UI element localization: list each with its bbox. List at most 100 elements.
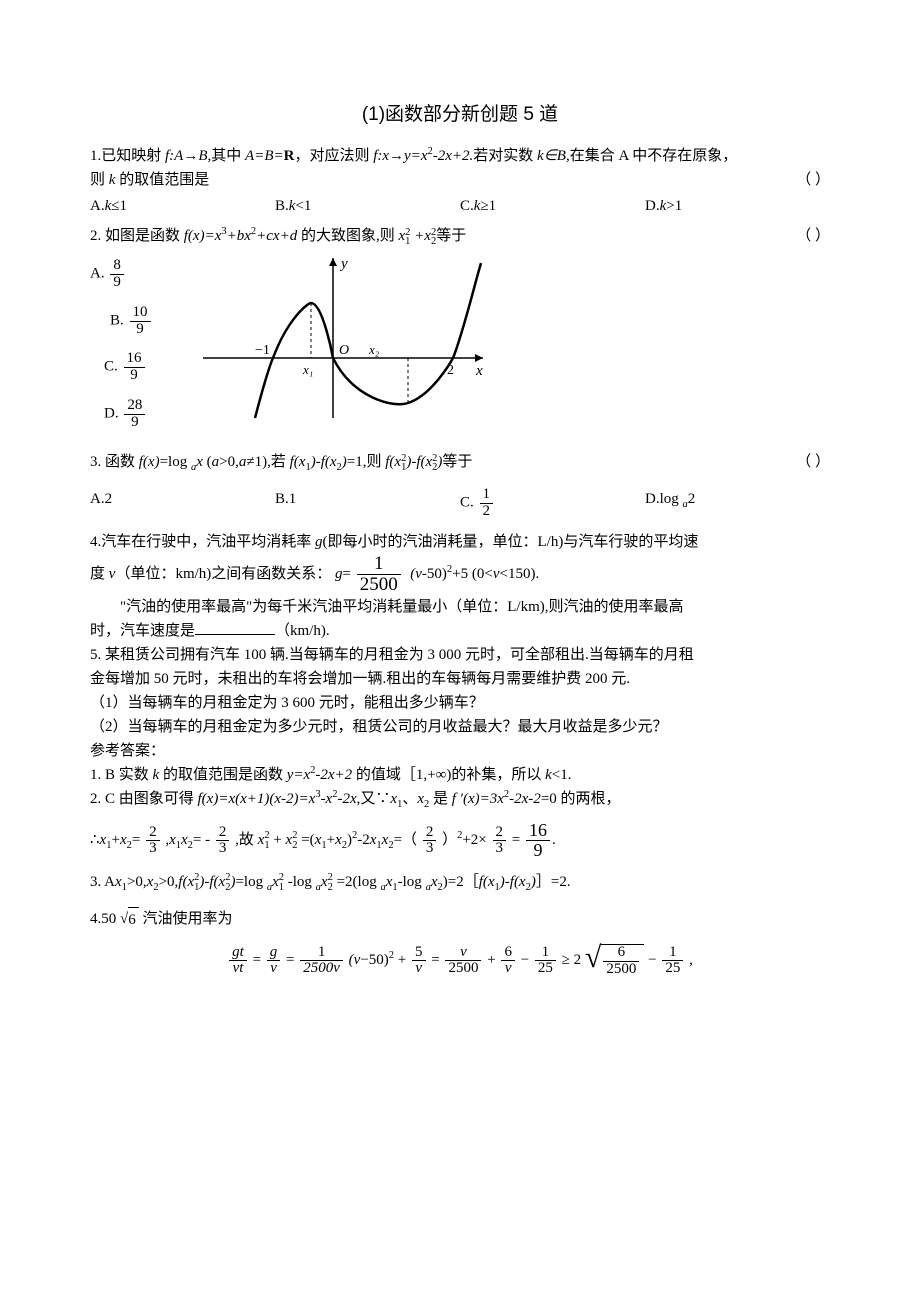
t: g [335,566,343,582]
t: 16 [124,351,145,368]
x1-label: x₁ [302,362,313,377]
page-title: (1)函数部分新创题 5 道 [90,100,830,130]
q2-opt-b: B. 109 [110,305,153,338]
t: ≥1 [480,198,496,214]
t: 等于 [436,228,466,244]
t: 6 [501,945,515,962]
t: 等于 [442,454,472,470]
t: 2 [688,491,696,507]
q5-line2: 金每增加 50 元时，未租出的车将会增加一辆.租出的车每辆每月需要维护费 200… [90,667,830,691]
t: 度 [90,566,109,582]
t: >1 [666,198,682,214]
t: vt [229,961,247,977]
q1-options: A.k≤1 B.k<1 C.k≥1 D.k>1 [90,194,830,218]
t: 汽油使用率为 [142,911,232,927]
blank-input [195,619,275,635]
a4-equation: gtvt = gv = 12500v (v−50)2 + 5v = v2500 … [90,944,830,978]
answers-header: 参考答案： [90,739,830,763]
q1-opt-c: C.k≥1 [460,194,645,218]
q4-line3: "汽油的使用率最高"为每千米汽油平均消耗量最小（单位：L/km),则汽油的使用率… [90,595,830,619]
t: （km/h). [275,623,330,639]
t: v [501,961,515,977]
q3-opt-a: A.2 [90,487,275,520]
a4-head: 4.50 √6 汽油使用率为 [90,907,830,932]
t: 若对实数 [473,148,537,164]
q2-opt-d: D. 289 [104,398,153,431]
q3-opt-c: C. 12 [460,487,645,520]
paren-blank: （ ） [796,224,830,248]
t: C. [460,495,474,511]
t: D.log [645,491,683,507]
t: 3 [423,841,437,857]
q3-opt-d: D.log a2 [645,487,830,520]
t: 2500v [300,961,343,977]
t: v [412,961,426,977]
t: 又∵ [360,791,390,807]
t: 8 [110,258,124,275]
q1-opt-a: A.k≤1 [90,194,275,218]
t: 的取值范围是函数 [159,767,287,783]
t: 9 [526,841,550,860]
q4-line4: 时，汽车速度是（km/h). [90,619,830,643]
paren-blank: （ ） [796,168,830,192]
x-axis-label: x [475,363,483,379]
q5-line1: 5. 某租赁公司拥有汽车 100 辆.当每辆车的月租金为 3 000 元时，可全… [90,643,830,667]
t: <1 [295,198,311,214]
t: 则 [90,172,109,188]
t: 28 [124,398,145,415]
t: （单位：km/h)之间有函数关系： [115,566,331,582]
t: 1 [480,487,494,504]
t: 则 [366,454,385,470]
t: 1 [300,945,343,962]
t: A. [90,266,105,282]
t: 9 [124,368,145,384]
t: 1 [535,945,556,962]
t: 1. B 实数 [90,767,153,783]
t: <1. [552,767,572,783]
t: 若 [271,454,290,470]
t: B. [110,313,124,329]
q5-p1: （1）当每辆车的月租金定为 3 600 元时，能租出多少辆车？ [90,691,830,715]
t: A. [90,198,105,214]
t: 10 [130,305,151,322]
t: v [445,945,481,962]
neg1-label: −1 [255,343,270,358]
t: (即每小时的汽油消耗量，单位：L/h)与汽车行驶的平均速 [323,534,699,550]
two-label: 2 [447,363,454,378]
a2-l2: ∴x1+x2= 23 ,x1x2= - 23 ,故 x21 + x22 =(x1… [90,821,830,860]
t: ∴ [90,832,100,848]
t: 2500 [445,961,481,977]
t: C. [460,198,474,214]
t: g [267,945,281,962]
t: 9 [124,415,145,431]
t: C. [104,359,118,375]
t: 其中 [211,148,245,164]
t: 9 [110,275,124,291]
q3-stem: 3. 函数 f(x)=log ax (a>0,a≠1),若 f(x1)-f(x2… [90,450,830,477]
t: 3. A [90,874,115,890]
q1-opt-d: D.k>1 [645,194,830,218]
q2-opt-c: C. 169 [104,351,153,384]
q1-text: 1.已知映射 [90,148,165,164]
t: 1 [357,554,401,575]
a3: 3. Ax1>0,x2>0,f(x21)-f(x22)=log ax21 -lo… [90,870,830,897]
t: 2 [423,825,437,842]
t: 2. 如图是函数 [90,228,184,244]
t: =0 的两根， [541,791,621,807]
q4-line2: 度 v（单位：km/h)之间有函数关系： g= 12500 (v-50)2+5 … [90,554,830,595]
cubic-graph: y x O −1 2 x₁ x₂ [193,248,493,436]
t: 2. C 由图象可得 [90,791,198,807]
t: ≤1 [111,198,127,214]
t: ≥ 2 [562,952,581,968]
t: 4.汽车在行驶中，汽油平均消耗率 [90,534,315,550]
t: 的取值范围是 [115,172,209,188]
t: 的大致图象,则 [297,228,398,244]
t: 6 [128,907,139,932]
t: 25 [535,961,556,977]
paren-blank: （ ） [796,450,830,474]
t: 2 [146,825,160,842]
t: 6 [603,945,639,962]
q2-stem: 2. 如图是函数 f(x)=x3+bx2+cx+d 的大致图象,则 x21 +x… [90,224,830,248]
q3-options: A.2 B.1 C. 12 D.log a2 [90,487,830,520]
t: 25 [662,961,683,977]
